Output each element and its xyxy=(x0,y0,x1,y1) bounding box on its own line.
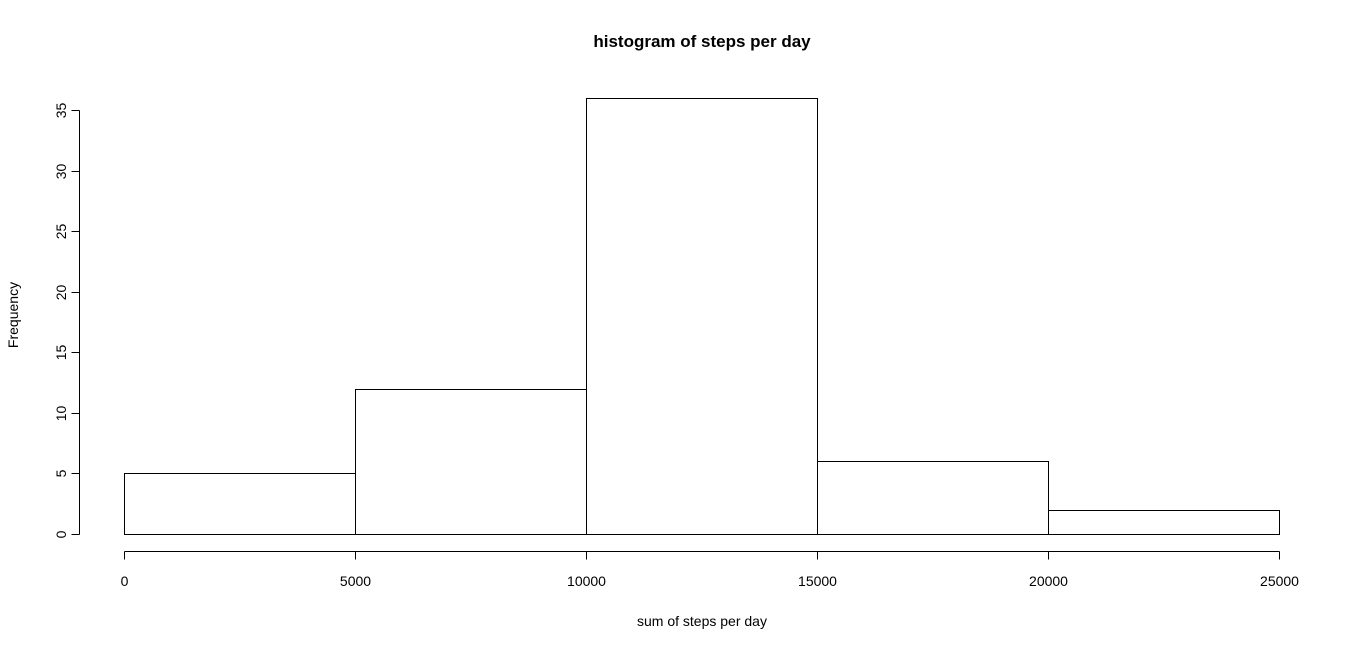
histogram-bars xyxy=(124,98,1280,535)
histogram-bar-4 xyxy=(1048,510,1280,535)
histogram-bar-0 xyxy=(124,473,356,535)
y-tick-label-3: 15 xyxy=(53,345,69,361)
y-tick-label-1: 5 xyxy=(53,469,69,477)
x-tick-label-0: 0 xyxy=(121,573,129,589)
x-tick-label-4: 20000 xyxy=(1029,573,1068,589)
y-tick-label-4: 20 xyxy=(53,285,69,301)
x-tick-label-3: 15000 xyxy=(798,573,837,589)
y-tick-label-2: 10 xyxy=(53,406,69,422)
x-axis: 0 5000 10000 15000 20000 25000 xyxy=(121,551,1299,589)
x-axis-label: sum of steps per day xyxy=(637,613,767,629)
histogram-bar-2 xyxy=(586,98,818,535)
chart-title: histogram of steps per day xyxy=(593,32,811,51)
x-tick-label-1: 5000 xyxy=(340,573,371,589)
y-tick-label-6: 30 xyxy=(53,164,69,180)
x-tick-label-5: 25000 xyxy=(1260,573,1299,589)
y-axis-label: Frequency xyxy=(5,282,21,348)
histogram-bar-1 xyxy=(355,389,587,535)
x-tick-label-2: 10000 xyxy=(567,573,606,589)
y-axis: 0 5 10 15 20 25 30 35 xyxy=(53,103,80,538)
y-tick-label-7: 35 xyxy=(53,103,69,119)
histogram-bar-3 xyxy=(817,461,1049,535)
y-tick-label-0: 0 xyxy=(53,530,69,538)
y-tick-label-5: 25 xyxy=(53,224,69,240)
